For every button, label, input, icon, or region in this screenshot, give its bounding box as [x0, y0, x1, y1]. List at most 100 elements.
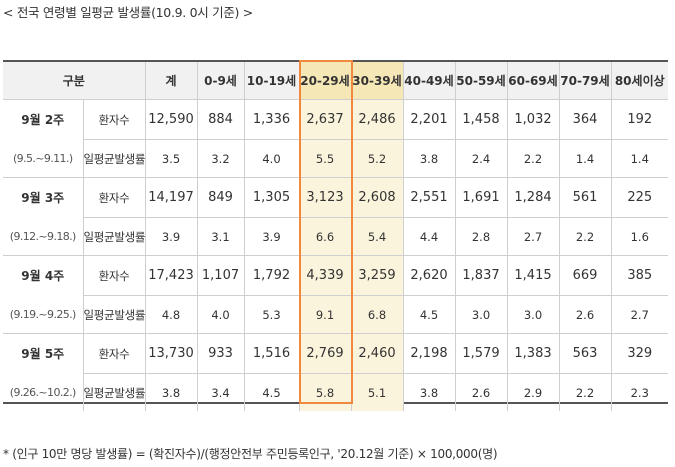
period-label: (9.12.~9.18.): [3, 217, 84, 256]
header-cell: 80세이상: [611, 62, 668, 100]
count-cell: 225: [611, 177, 668, 218]
rate-cell: 2.3: [630, 385, 649, 400]
count-cell: 2,201: [403, 99, 456, 140]
table-row: (9.19.~9.25.) 일평균발생률 4.8 4.0 5.3 9.1 6.8 4.5 3.0…: [3, 295, 668, 334]
table-row: (9.12.~9.18.) 일평균발생률 3.9 3.1 3.9 6.6 5.4 4.4 2.8…: [3, 217, 668, 256]
rate-cell: 2.4: [455, 139, 508, 178]
count-cell: 1,107: [197, 255, 245, 296]
header-cell: 60-69세: [507, 62, 560, 100]
incidence-table: 구분 계 0-9세 10-19세 20-29세 30-39세 40-49세 50…: [3, 62, 668, 411]
rate-cell: 3.0: [507, 295, 560, 334]
count-cell: 3,123: [299, 177, 352, 218]
rate-cell: 3.5: [145, 139, 198, 178]
table-row: 9월 3주 환자수 14,197 849 1,305 3,123 2,608 2,551 1,6…: [3, 177, 668, 218]
count-cell: 933: [197, 333, 245, 374]
rate-cell: 4.4: [403, 217, 456, 256]
header-cell: 구분: [3, 62, 146, 100]
count-cell: 1,691: [455, 177, 508, 218]
rate-cell: 2.6: [455, 373, 508, 411]
count-cell: 1,458: [455, 99, 508, 140]
row-label: 환자수: [83, 255, 146, 296]
rate-cell: 4.5: [403, 295, 456, 334]
rate-cell: 4.0: [244, 139, 300, 178]
rate-cell: 5.1: [351, 373, 404, 411]
rate-cell: 1.4: [559, 139, 612, 178]
week-label: 9월 2주: [3, 99, 84, 140]
header-cell: 10-19세: [244, 62, 300, 100]
rate-cell: 4.5: [244, 373, 300, 411]
header-cell-highlight: 20-29세: [299, 62, 352, 100]
rate-cell: 2.2: [559, 373, 612, 411]
rate-cell: 3.8: [403, 373, 456, 411]
count-cell: 2,486: [351, 99, 404, 140]
count-cell: 2,637: [299, 99, 352, 140]
rate-cell: 2.8: [455, 217, 508, 256]
count-cell: 1,516: [244, 333, 300, 374]
rate-cell: 3.8: [145, 373, 198, 411]
period-label: (9.19.~9.25.): [3, 295, 84, 334]
rate-cell: 4.8: [145, 295, 198, 334]
count-cell: 192: [611, 99, 668, 140]
count-cell: 13,730: [145, 333, 198, 374]
table-caption: < 전국 연령별 일평균 발생률(10.9. 0시 기준) >: [3, 5, 253, 20]
count-cell: 12,590: [145, 99, 198, 140]
count-cell: 1,415: [507, 255, 560, 296]
rate-cell: 3.9: [244, 217, 300, 256]
footnote: * (인구 10만 명당 발생률) = (확진자수)/(행정안전부 주민등록인구…: [3, 447, 498, 461]
count-cell: 1,579: [455, 333, 508, 374]
count-cell: 1,837: [455, 255, 508, 296]
row-label: 일평균발생률: [83, 217, 146, 256]
rate-cell: 2.7: [611, 295, 668, 334]
header-cell: 30-39세: [351, 62, 404, 100]
count-cell: 884: [197, 99, 245, 140]
rate-cell: 3.0: [455, 295, 508, 334]
count-cell: 1,032: [507, 99, 560, 140]
count-cell: 14,197: [145, 177, 198, 218]
count-cell: 4,339: [299, 255, 352, 296]
rate-cell: 6.6: [299, 217, 352, 256]
rate-cell: 1.6: [611, 217, 668, 256]
count-cell: 2,551: [403, 177, 456, 218]
rate-cell: 5.4: [351, 217, 404, 256]
count-cell: 3,259: [351, 255, 404, 296]
rate-cell: 3.9: [145, 217, 198, 256]
row-label: 환자수: [83, 333, 146, 374]
rate-cell: 5.8: [299, 373, 352, 411]
rate-cell: 3.4: [197, 373, 245, 411]
count-cell: 1,336: [244, 99, 300, 140]
period-label: (9.5.~9.11.): [3, 139, 84, 178]
row-label: 환자수: [83, 99, 146, 140]
count-cell: 329: [611, 333, 668, 374]
count-cell: 1,383: [507, 333, 560, 374]
row-label: 일평균발생률: [83, 139, 146, 178]
header-cell: 40-49세: [403, 62, 456, 100]
count-cell: 2,460: [351, 333, 404, 374]
table-row: (9.26.~10.2.) 일평균발생률 3.8 3.4 4.5 5.8 5.1 3.8 2.6…: [3, 373, 668, 411]
header-cell: 50-59세: [455, 62, 508, 100]
header-cell: 계: [145, 62, 198, 100]
table-row: (9.5.~9.11.) 일평균발생률 3.5 3.2 4.0 5.5 5.2 3.8 2.4 2…: [3, 139, 668, 178]
count-cell: 2,769: [299, 333, 352, 374]
count-cell: 2,608: [351, 177, 404, 218]
count-cell: 1,284: [507, 177, 560, 218]
count-cell: 17,423: [145, 255, 198, 296]
rate-cell: 6.8: [351, 295, 404, 334]
row-label: 환자수: [83, 177, 146, 218]
count-cell: 2,620: [403, 255, 456, 296]
count-cell: 563: [559, 333, 612, 374]
rate-cell: 2.9: [507, 373, 560, 411]
table-row: 9월 4주 환자수 17,423 1,107 1,792 4,339 3,259 2,620 1…: [3, 255, 668, 296]
count-cell: 1,792: [244, 255, 300, 296]
rate-cell: 2.7: [507, 217, 560, 256]
rate-cell: 5.2: [351, 139, 404, 178]
rate-cell: 3.8: [403, 139, 456, 178]
table-row: 9월 5주 환자수 13,730 933 1,516 2,769 2,460 2,198 1,5…: [3, 333, 668, 374]
rate-cell: 5.5: [299, 139, 352, 178]
count-cell: 2,198: [403, 333, 456, 374]
row-label: 일평균발생률: [83, 295, 146, 334]
header-cell: 0-9세: [197, 62, 245, 100]
period-label: (9.26.~10.2.): [3, 373, 84, 411]
count-cell: 561: [559, 177, 612, 218]
table-row: 9월 2주 환자수 12,590 884 1,336 2,637 2,486 2,201 1,4…: [3, 99, 668, 140]
rate-cell: 2.2: [559, 217, 612, 256]
